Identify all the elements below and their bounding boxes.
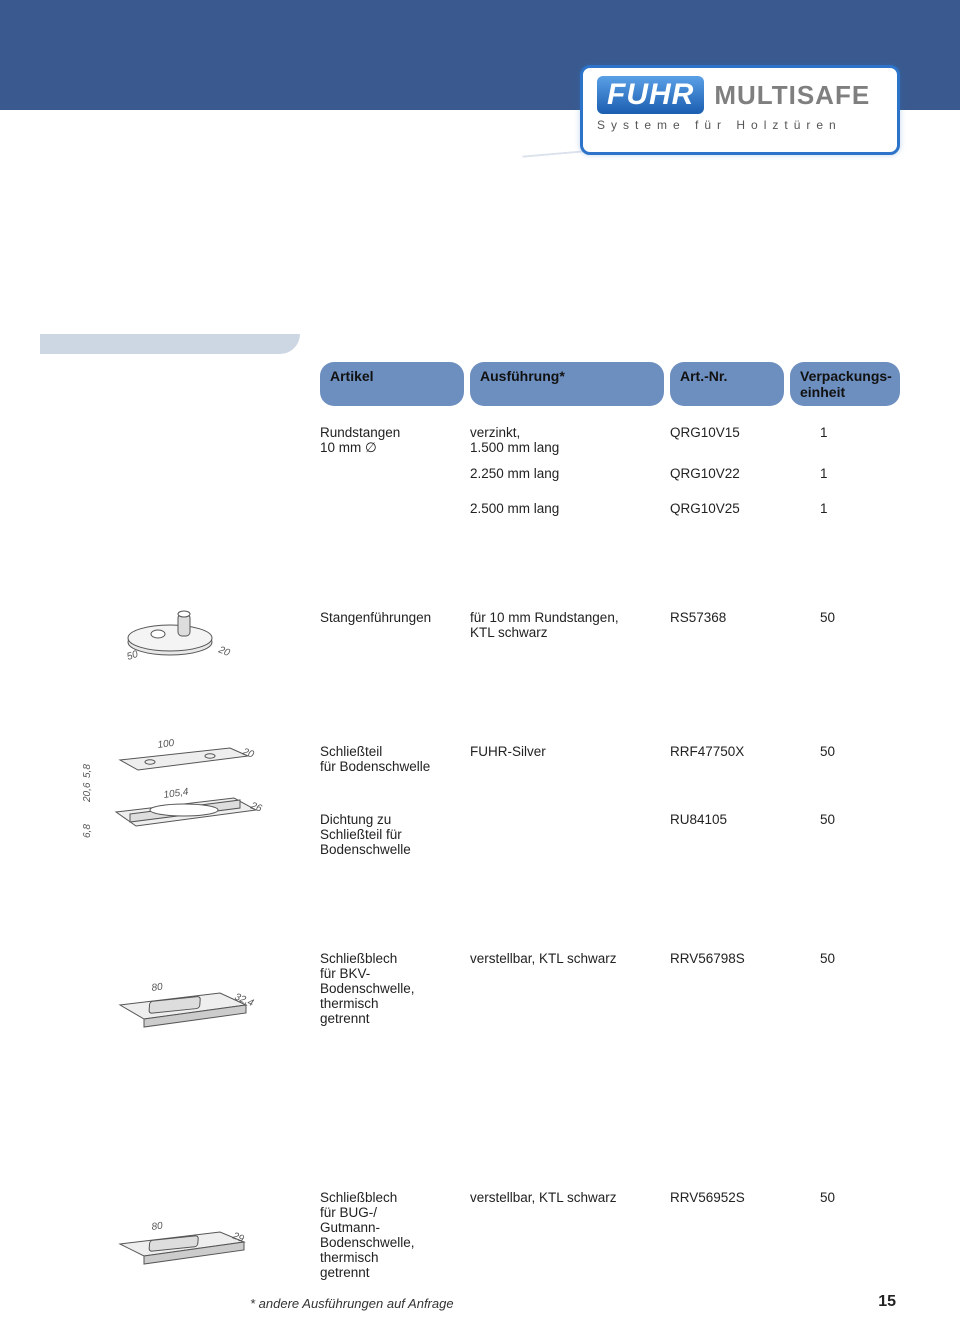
svg-text:100: 100	[157, 738, 175, 751]
section-schliessteil: 100 20 105,4 26 5,8 20,6 6,8 Schließteil…	[40, 739, 900, 862]
cell-artnr: QRG10V25	[670, 501, 790, 516]
cell-artnr: RRV56952S	[670, 1190, 790, 1280]
footnote: * andere Ausführungen auf Anfrage	[250, 1296, 454, 1311]
diagram-schliessblech-bug: 80 29	[100, 1208, 270, 1281]
svg-text:5,8: 5,8	[82, 764, 93, 778]
svg-text:20,6: 20,6	[82, 782, 93, 803]
svg-text:50: 50	[126, 649, 140, 663]
cell-ausf: verzinkt, 1.500 mm lang	[470, 425, 670, 456]
table-header: Artikel Ausführung* Art.-Nr. Verpackungs…	[40, 362, 900, 406]
svg-text:80: 80	[151, 981, 164, 994]
cell-ve: 50	[790, 951, 900, 1026]
svg-text:80: 80	[151, 1220, 164, 1233]
section-schliessblech-bug: 80 29 Schließblech für BUG-/ Gutmann- Bo…	[40, 1185, 900, 1285]
cell-ausf: 2.500 mm lang	[470, 501, 670, 516]
brand-badge: FUHR MULTISAFE Systeme für Holztüren	[580, 65, 900, 155]
brand-tagline: Systeme für Holztüren	[597, 118, 883, 132]
cell-ve: 50	[790, 610, 900, 640]
cell-ausf: für 10 mm Rundstangen, KTL schwarz	[470, 610, 670, 640]
cell-ve: 1	[790, 425, 900, 456]
col-ausfuehrung: Ausführung*	[470, 362, 664, 406]
section-lead	[40, 334, 900, 354]
svg-text:26: 26	[248, 800, 264, 815]
brand-product: MULTISAFE	[714, 80, 870, 111]
cell-artnr: RS57368	[670, 610, 790, 640]
svg-text:20: 20	[216, 644, 232, 659]
svg-text:6,8: 6,8	[82, 824, 93, 838]
svg-text:105,4: 105,4	[163, 787, 190, 801]
cell-artikel: Schließblech für BKV- Bodenschwelle, the…	[320, 951, 470, 1026]
col-verpackung: Verpackungs­einheit	[790, 362, 900, 406]
cell-artnr: QRG10V22	[670, 466, 790, 481]
cell-ve: 1	[790, 501, 900, 516]
cell-ausf: FUHR-Silver	[470, 744, 670, 774]
cell-ve: 50	[790, 744, 900, 774]
cell-artnr: RU84105	[670, 812, 790, 857]
col-artikel: Artikel	[320, 362, 464, 406]
cell-artikel: Rundstangen 10 mm ∅	[320, 425, 470, 456]
cell-artikel: Dichtung zu Schließteil für Bodenschwell…	[320, 812, 470, 857]
diagram-stangenfuehrung: 50 20	[110, 600, 250, 673]
cell-artnr: QRG10V15	[670, 425, 790, 456]
cell-artikel: Stangen­führungen	[320, 610, 470, 640]
section-rundstangen: Rundstangen 10 mm ∅ verzinkt, 1.500 mm l…	[40, 420, 900, 521]
cell-ve: 1	[790, 466, 900, 481]
brand-name: FUHR	[597, 76, 704, 114]
page-number: 15	[878, 1293, 896, 1311]
cell-ausf: verstellbar, KTL schwarz	[470, 951, 670, 1026]
content-area: Artikel Ausführung* Art.-Nr. Verpackungs…	[0, 300, 960, 1285]
diagram-schliessteil: 100 20 105,4 26 5,8 20,6 6,8	[80, 738, 280, 861]
cell-artikel: Schließblech für BUG-/ Gutmann- Bodensch…	[320, 1190, 470, 1280]
diagram-schliessblech-bkv: 80 32,4	[100, 969, 270, 1042]
cell-ausf: verstellbar, KTL schwarz	[470, 1190, 670, 1280]
section-stangenfuehrungen: 50 20 Stangen­führungen für 10 mm Rundst…	[40, 605, 900, 645]
section-schliessblech-bkv: 80 32,4 Schließblech für BKV- Bodenschwe…	[40, 946, 900, 1031]
cell-ve: 50	[790, 812, 900, 857]
cell-artikel: Schließteil für Boden­schwelle	[320, 744, 470, 774]
col-artnr: Art.-Nr.	[670, 362, 784, 406]
cell-ve: 50	[790, 1190, 900, 1280]
svg-text:20: 20	[240, 746, 256, 761]
cell-ausf: 2.250 mm lang	[470, 466, 670, 481]
cell-artnr: RRF47750X	[670, 744, 790, 774]
cell-artnr: RRV56798S	[670, 951, 790, 1026]
